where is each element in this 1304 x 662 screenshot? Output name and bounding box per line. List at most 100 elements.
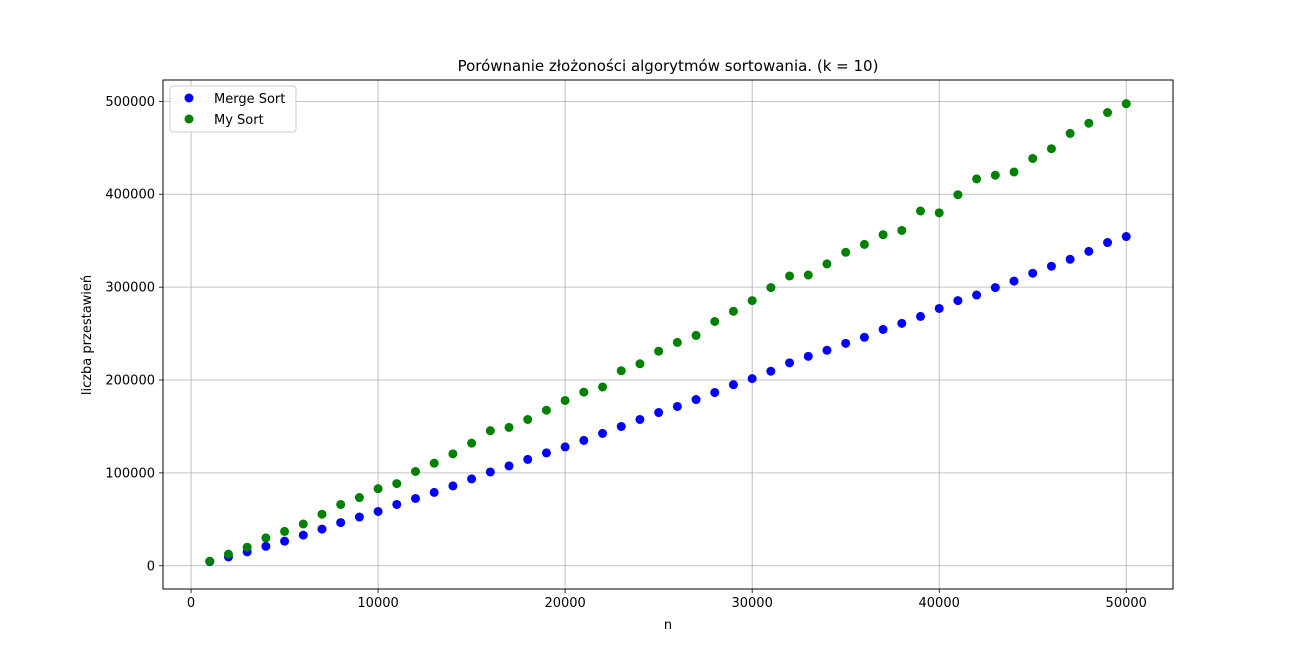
point-merge-sort [953,296,963,306]
point-my-sort [672,337,682,347]
point-merge-sort [354,512,364,522]
point-merge-sort [448,481,458,491]
point-merge-sort [990,283,1000,293]
point-my-sort [710,316,720,326]
x-tick-label: 0 [187,596,195,611]
point-my-sort [504,422,514,432]
data-points [205,99,1131,567]
point-merge-sort [785,358,795,368]
point-merge-sort [280,536,290,546]
point-my-sort [916,206,925,216]
point-my-sort [1065,128,1075,138]
point-merge-sort [654,408,664,418]
point-my-sort [354,493,364,503]
y-axis-ticks: 0 100000 200000 300000 400000 500000 [105,95,163,574]
point-my-sort [747,296,757,306]
plot-frame [162,79,1174,590]
point-my-sort [541,405,551,415]
point-my-sort [560,395,570,405]
point-my-sort [598,382,608,392]
legend-label-my-sort: My Sort [214,113,264,128]
point-merge-sort [766,366,776,376]
point-merge-sort [972,290,982,300]
x-tick-label: 20000 [544,596,585,611]
point-merge-sort [728,380,738,390]
point-my-sort [728,306,738,316]
point-my-sort [485,426,495,436]
point-my-sort [1046,144,1056,154]
legend: Merge Sort My Sort [169,85,297,133]
point-merge-sort [523,454,533,464]
point-merge-sort [897,318,907,328]
y-tick-label: 500000 [105,95,155,110]
point-my-sort [897,225,907,235]
point-my-sort [280,526,290,536]
point-my-sort [317,509,327,519]
point-my-sort [1084,118,1094,128]
x-axis-ticks: 0 10000 20000 30000 40000 50000 [187,589,1147,611]
point-merge-sort [504,461,514,471]
point-merge-sort [598,428,608,438]
point-merge-sort [1084,246,1094,256]
point-my-sort [616,366,626,376]
point-my-sort [392,479,402,489]
point-my-sort [934,208,944,218]
point-merge-sort [261,541,271,551]
point-merge-sort [747,374,757,384]
point-merge-sort [859,332,869,342]
point-merge-sort [916,311,925,321]
point-merge-sort [1065,254,1075,264]
legend-marker-merge-sort [184,93,194,103]
point-my-sort [205,556,215,566]
legend-box [169,85,297,133]
point-merge-sort [803,351,813,361]
point-merge-sort [373,506,383,516]
y-tick-label: 0 [147,559,155,574]
point-my-sort [373,484,383,494]
point-my-sort [223,549,233,559]
point-merge-sort [298,530,308,540]
point-merge-sort [579,435,589,445]
point-my-sort [785,271,795,281]
point-my-sort [859,239,869,249]
point-my-sort [878,230,888,240]
grid-lines [163,80,1173,589]
point-merge-sort [878,324,888,334]
point-merge-sort [672,401,682,411]
point-merge-sort [1009,276,1019,286]
point-my-sort [467,438,477,448]
point-merge-sort [1046,261,1056,271]
point-my-sort [803,270,813,280]
point-my-sort [841,247,851,257]
x-tick-label: 30000 [731,596,772,611]
chart-title: Porównanie złożoności algorytmów sortowa… [458,57,879,75]
point-merge-sort [822,345,832,355]
point-my-sort [635,359,645,369]
point-merge-sort [841,338,851,348]
point-my-sort [579,387,589,397]
point-my-sort [1009,167,1019,177]
point-merge-sort [710,388,720,398]
point-merge-sort [616,421,626,431]
point-my-sort [766,283,776,293]
point-merge-sort [411,493,420,503]
y-tick-label: 200000 [105,374,155,389]
point-my-sort [953,190,963,200]
point-merge-sort [485,467,495,477]
legend-label-merge-sort: Merge Sort [214,92,285,107]
point-my-sort [448,449,458,459]
x-axis-label: n [664,618,672,633]
point-my-sort [990,170,1000,180]
point-merge-sort [1103,238,1113,248]
legend-marker-my-sort [184,114,194,124]
x-tick-label: 10000 [357,596,398,611]
point-my-sort [822,259,832,269]
point-my-sort [691,330,701,340]
point-my-sort [298,519,308,529]
x-tick-label: 40000 [919,596,960,611]
point-my-sort [1121,99,1131,109]
point-my-sort [336,499,346,509]
point-my-sort [429,458,439,468]
y-tick-label: 400000 [105,188,155,203]
